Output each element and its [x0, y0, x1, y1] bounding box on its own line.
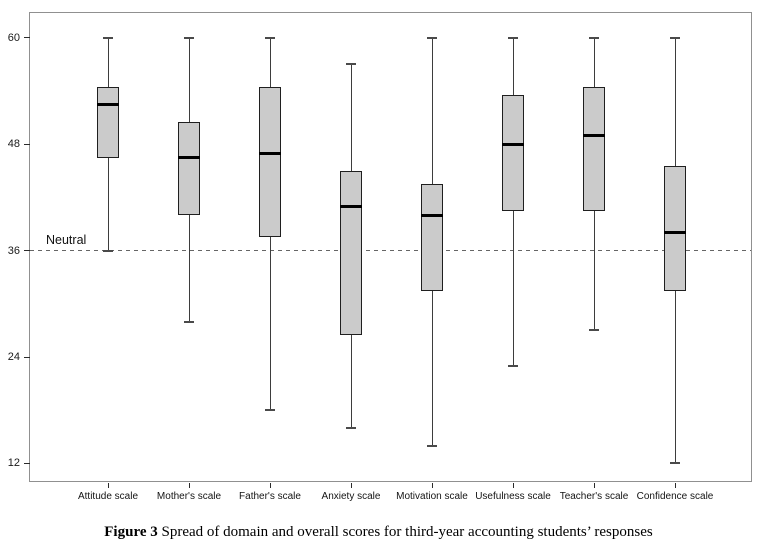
lower-whisker-cap: [103, 249, 113, 252]
upper-whisker-line: [674, 37, 676, 167]
y-axis-tick: [24, 250, 30, 252]
upper-whisker-cap: [184, 36, 194, 39]
lower-whisker-cap: [670, 462, 680, 465]
boxplot-box: [583, 86, 605, 211]
y-axis-tick: [24, 462, 30, 464]
x-axis-label: Motivation scale: [396, 491, 468, 502]
x-axis-label: Father's scale: [239, 491, 301, 502]
boxplot-box: [502, 95, 524, 211]
boxplot-box: [421, 184, 443, 291]
y-axis-tick: [24, 37, 30, 39]
y-axis-tick: [24, 356, 30, 358]
boxplot-box: [97, 86, 119, 158]
x-axis-tick: [593, 483, 595, 488]
upper-whisker-cap: [427, 36, 437, 39]
x-axis-label: Anxiety scale: [321, 491, 381, 502]
x-axis-label: Attitude scale: [77, 491, 139, 502]
upper-whisker-cap: [589, 36, 599, 39]
median-line: [178, 156, 200, 160]
lower-whisker-cap: [427, 444, 437, 447]
upper-whisker-cap: [103, 36, 113, 39]
median-line: [664, 231, 686, 235]
median-line: [502, 142, 524, 146]
upper-whisker-cap: [508, 36, 518, 39]
lower-whisker-line: [512, 210, 514, 366]
upper-whisker-line: [431, 37, 433, 185]
x-axis-tick: [674, 483, 676, 488]
upper-whisker-line: [512, 37, 514, 96]
boxplot-box: [664, 166, 686, 291]
caption-text: Spread of domain and overall scores for …: [157, 524, 653, 540]
boxplot-box: [259, 86, 281, 238]
y-axis-tick: [24, 143, 30, 145]
x-axis-tick: [350, 483, 352, 488]
upper-whisker-line: [107, 37, 109, 87]
x-axis-label: Usefulness scale: [475, 491, 551, 502]
boxplot-chart: 60 48 36 24 12 Neutral Attitude scale Mother's …: [8, 12, 752, 502]
median-line: [259, 151, 281, 155]
upper-whisker-line: [350, 64, 352, 171]
lower-whisker-line: [431, 290, 433, 446]
figure-caption: Figure 3 Spread of domain and overall sc…: [0, 524, 757, 541]
y-tick-label: 36: [7, 244, 20, 257]
boxplot-box: [178, 122, 200, 216]
lower-whisker-cap: [265, 409, 275, 412]
lower-whisker-line: [188, 215, 190, 322]
lower-whisker-line: [674, 290, 676, 464]
lower-whisker-cap: [346, 427, 356, 430]
median-line: [97, 102, 119, 106]
lower-whisker-line: [350, 334, 352, 428]
lower-whisker-line: [593, 210, 595, 331]
neutral-label: Neutral: [46, 232, 87, 247]
y-tick-label: 24: [7, 351, 20, 364]
boxplot-box: [340, 170, 362, 335]
x-axis-label: Confidence scale: [636, 491, 714, 502]
upper-whisker-line: [269, 37, 271, 87]
lower-whisker-cap: [589, 329, 599, 332]
caption-label: Figure 3: [104, 524, 158, 540]
x-axis-tick: [107, 483, 109, 488]
y-tick-label: 60: [7, 31, 20, 44]
x-axis-label: Mother's scale: [156, 491, 222, 502]
upper-whisker-line: [593, 37, 595, 87]
y-tick-label: 48: [7, 138, 20, 151]
median-line: [583, 133, 605, 137]
lower-whisker-cap: [508, 364, 518, 367]
upper-whisker-cap: [346, 63, 356, 66]
neutral-reference-line: [30, 250, 751, 252]
lower-whisker-line: [269, 237, 271, 411]
lower-whisker-line: [107, 157, 109, 251]
upper-whisker-cap: [265, 36, 275, 39]
median-line: [421, 213, 443, 217]
x-axis-label: Teacher's scale: [559, 491, 629, 502]
median-line: [340, 204, 362, 208]
y-tick-label: 12: [7, 457, 20, 470]
lower-whisker-cap: [184, 320, 194, 323]
x-axis-tick: [188, 483, 190, 488]
x-axis-tick: [269, 483, 271, 488]
x-axis-tick: [431, 483, 433, 488]
x-axis-tick: [512, 483, 514, 488]
upper-whisker-line: [188, 37, 190, 123]
upper-whisker-cap: [670, 36, 680, 39]
